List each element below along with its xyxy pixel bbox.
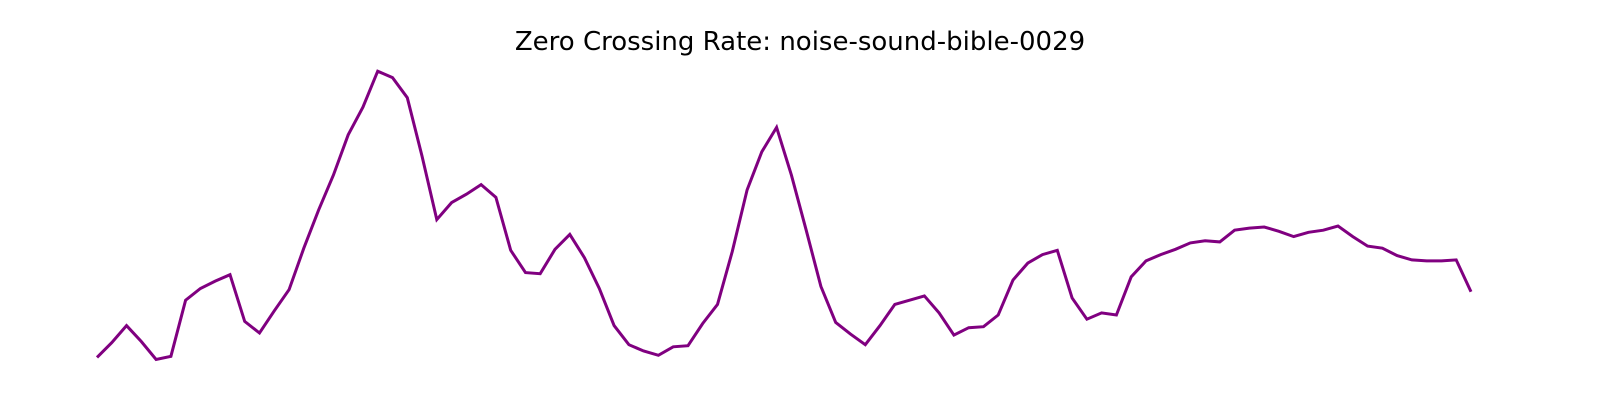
series-layer [95, 69, 1473, 362]
chart-title: Zero Crossing Rate: noise-sound-bible-00… [514, 27, 1086, 57]
series-line-0 [95, 69, 1473, 362]
